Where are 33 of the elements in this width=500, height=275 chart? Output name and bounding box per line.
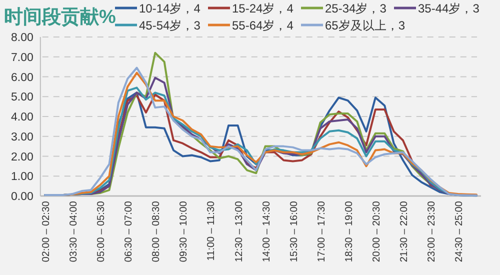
- y-tick-label: 8.00: [11, 32, 34, 44]
- x-tick-label: 02:00 – 02:30: [40, 200, 52, 262]
- legend-label: 55-64岁，4: [232, 18, 294, 32]
- x-tick-label: 03:30 – 04:00: [68, 200, 80, 262]
- y-tick-label: 6.00: [11, 72, 34, 84]
- y-tick-label: 7.00: [11, 52, 34, 64]
- y-tick-label: 3.00: [11, 131, 34, 144]
- x-tick-label: 12:30 – 13:00: [234, 200, 245, 262]
- x-tick-label: 20:00 – 20:30: [371, 200, 382, 262]
- x-tick-label: 23:00 – 23:30: [426, 200, 438, 262]
- y-tick-label: 5.00: [11, 92, 34, 104]
- y-tick-label: 1.00: [11, 171, 34, 184]
- legend-label: 65岁及以上，3: [325, 18, 406, 32]
- x-tick-label: 14:00 – 14:30: [261, 200, 272, 262]
- y-tick-label: 0.00: [11, 191, 34, 203]
- y-tick-label: 4.00: [11, 112, 34, 124]
- x-tick-label: 17:00 – 17:30: [316, 200, 328, 262]
- legend-label: 10-14岁，4: [139, 2, 201, 16]
- chart-title: 时间段贡献%: [4, 6, 116, 28]
- x-tick-label: 18:30 – 19:00: [344, 200, 355, 262]
- x-tick-label: 21:30 – 22:00: [398, 200, 410, 262]
- x-tick-label: 11:00 – 11:30: [206, 200, 218, 261]
- x-tick-label: 09:30 – 10:00: [178, 200, 190, 262]
- x-tick-label: 06:30 – 07:00: [124, 200, 135, 262]
- x-tick-label: 24:30 – 25:00: [454, 200, 466, 262]
- legend-label: 25-34岁，3: [325, 2, 387, 16]
- x-tick-label: 15:30 – 16:00: [288, 200, 300, 262]
- legend-label: 45-54岁，3: [139, 18, 201, 32]
- legend-label: 35-44岁，3: [418, 2, 480, 16]
- x-tick-label: 08:00 – 08:30: [151, 200, 162, 262]
- legend-label: 15-24岁，4: [232, 2, 294, 16]
- x-tick-label: 05:00 – 05:30: [96, 200, 108, 262]
- y-tick-label: 2.00: [11, 151, 34, 164]
